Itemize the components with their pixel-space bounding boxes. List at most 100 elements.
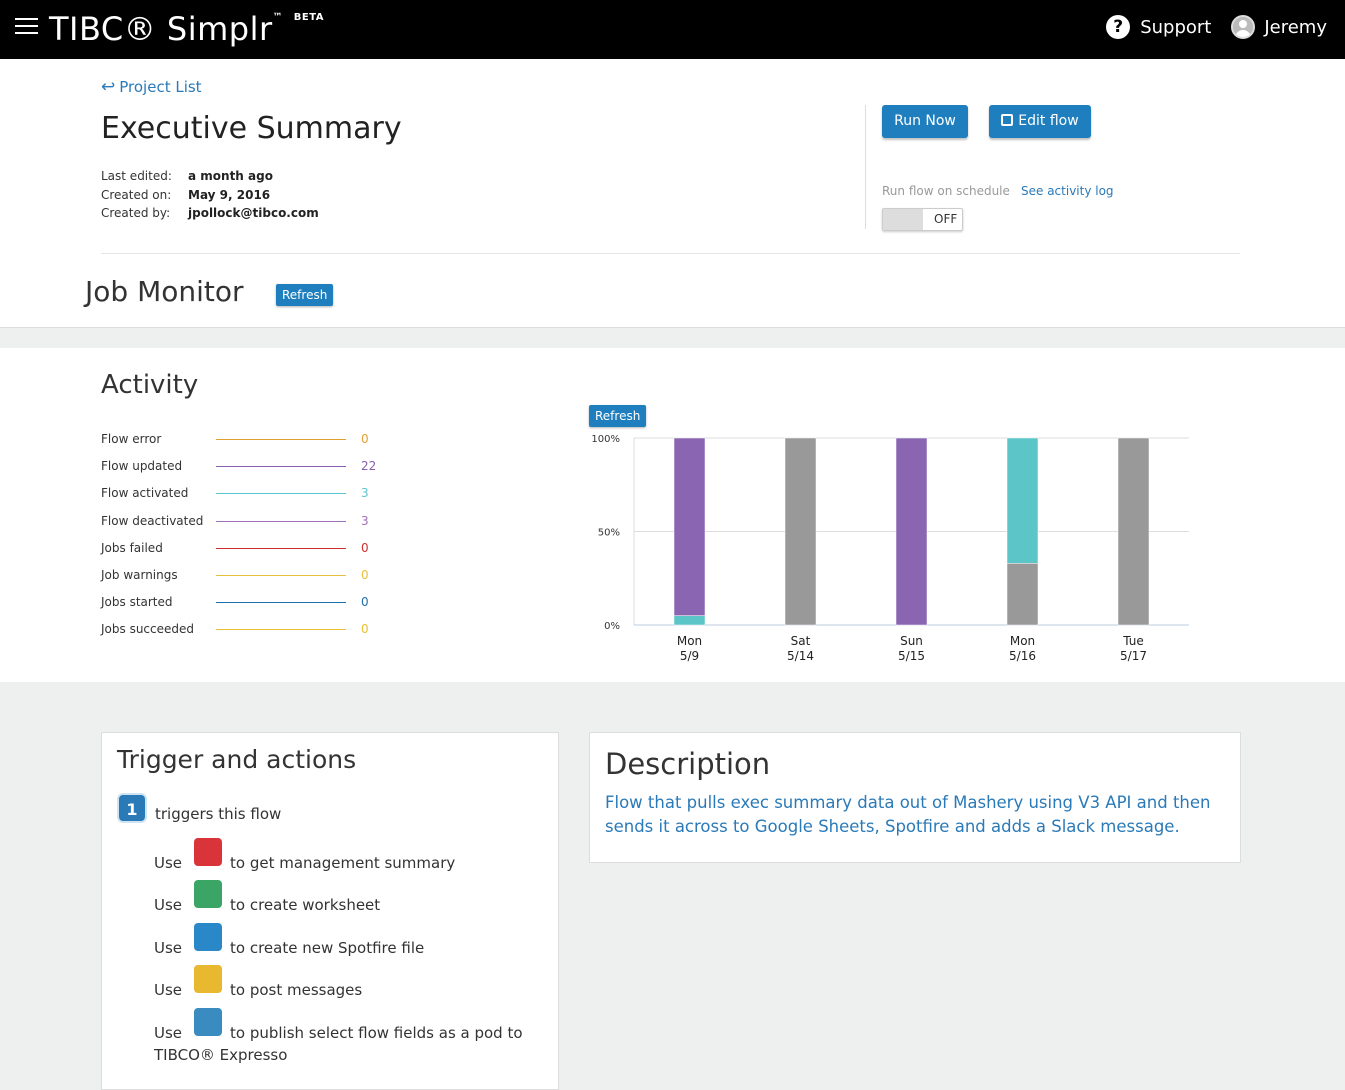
run-now-button[interactable]: Run Now (882, 105, 968, 138)
chart-bar-segment (673, 615, 706, 626)
menu-icon[interactable] (15, 18, 38, 36)
google-sheets-icon[interactable] (194, 880, 222, 908)
x-tick-day: Sat (791, 634, 811, 648)
legend-value: 0 (361, 540, 369, 555)
legend-value: 0 (361, 567, 369, 582)
x-tick-date: 5/17 (1120, 649, 1147, 663)
activity-chart: 0%50%100%Mon5/9Sat5/14Sun5/15Mon5/16Tue5… (591, 434, 1189, 663)
legend-line (216, 520, 346, 522)
trigger-text: triggers this flow (155, 805, 282, 823)
top-nav: ? Support Jeremy (1086, 15, 1327, 39)
trigger-row: 1 triggers this flow (117, 793, 281, 823)
legend-line (216, 602, 346, 604)
trigger-clock-icon[interactable]: 1 (117, 793, 147, 823)
job-monitor-title: Job Monitor (85, 275, 244, 308)
y-tick-label: 100% (591, 434, 620, 445)
legend-value: 22 (361, 459, 377, 474)
action-text: to create new Spotfire file (230, 939, 425, 957)
logo[interactable]: TIBC® Simplr™ BETA (49, 10, 324, 48)
top-bar: TIBC® Simplr™ BETA ? Support Jeremy (0, 0, 1345, 59)
chart-bar-segment (895, 437, 928, 626)
legend-name: Flow activated (101, 486, 189, 501)
legend-value: 3 (361, 486, 369, 501)
action-text: to post messages (230, 981, 363, 999)
legend-line (216, 547, 346, 549)
activity-log-link[interactable]: See activity log (1021, 184, 1114, 198)
y-tick-label: 50% (598, 528, 620, 539)
expresso-icon[interactable] (194, 1008, 222, 1036)
legend-name: Flow deactivated (101, 513, 204, 528)
schedule-label: Run flow on schedule (882, 184, 1010, 198)
action-text-continued: TIBCO® Expresso (154, 1046, 288, 1064)
legend-line (216, 629, 346, 631)
legend-line (216, 493, 346, 495)
meta-row: Last edited: a month ago (101, 169, 319, 188)
spotfire-icon[interactable] (194, 923, 222, 951)
meta-value: May 9, 2016 (188, 187, 271, 202)
project-list-label: Project List (119, 78, 202, 96)
meta-label: Created on: (101, 187, 172, 202)
chart-bar-segment (1006, 563, 1039, 626)
mashery-icon[interactable] (194, 838, 222, 866)
user-menu[interactable]: Jeremy (1231, 15, 1327, 39)
project-list-link[interactable]: ↩ Project List (101, 77, 202, 97)
chart-refresh-button[interactable]: Refresh (589, 405, 647, 427)
description-text: Flow that pulls exec summary data out of… (605, 793, 1211, 836)
question-circle-icon: ? (1106, 15, 1131, 39)
edit-flow-button[interactable]: Edit flow (989, 105, 1091, 138)
support-label: Support (1140, 16, 1212, 38)
meta-value: a month ago (188, 169, 273, 183)
x-tick-date: 5/15 (898, 649, 925, 663)
legend-line (216, 574, 346, 576)
vertical-divider (865, 105, 866, 229)
support-link[interactable]: ? Support (1106, 15, 1211, 39)
x-tick-date: 5/16 (1009, 649, 1036, 663)
action-use: Use (154, 896, 183, 914)
action-use: Use (154, 1024, 183, 1042)
chart-bar-segment (1006, 437, 1039, 564)
x-tick-day: Mon (1010, 634, 1035, 648)
legend-name: Jobs succeeded (101, 622, 194, 637)
meta-value: jpollock@tibco.com (188, 206, 319, 220)
legend-name: Job warnings (101, 567, 178, 582)
y-tick-label: 0% (604, 621, 620, 632)
legend-name: Flow error (101, 432, 162, 446)
project-header: ↩ Project List Executive Summary Last ed… (0, 59, 1345, 328)
chart-bar-segment (784, 437, 817, 626)
legend-value: 0 (361, 432, 369, 446)
x-tick-date: 5/14 (787, 649, 814, 663)
chart-bar-segment (1117, 437, 1150, 626)
trigger-actions-card: Trigger and actions 1 triggers this flow… (101, 732, 559, 1090)
page-title: Executive Summary (101, 111, 402, 146)
action-use: Use (154, 981, 183, 999)
job-monitor-refresh-button[interactable]: Refresh (276, 284, 334, 306)
edit-icon (1001, 114, 1014, 126)
action-text: to get management summary (230, 854, 456, 872)
x-tick-day: Sun (900, 634, 923, 648)
action-text: to publish select flow fields as a pod t… (230, 1024, 523, 1042)
horizontal-divider (101, 253, 1240, 254)
reply-arrow-icon: ↩ (101, 77, 116, 97)
schedule-toggle[interactable]: OFF (882, 208, 963, 231)
x-tick-date: 5/9 (680, 649, 699, 663)
meta-row: Created on: May 9, 2016 (101, 188, 319, 207)
activity-title: Activity (101, 370, 199, 400)
user-avatar-icon (1231, 15, 1256, 39)
description-card: Description Flow that pulls exec summary… (589, 732, 1241, 863)
trigger-card-title: Trigger and actions (117, 745, 357, 774)
meta-label: Created by: (101, 206, 171, 220)
logo-text: TIBC® Simplr (49, 10, 273, 48)
toggle-state: OFF (934, 212, 958, 226)
user-name: Jeremy (1264, 16, 1327, 38)
slack-icon[interactable] (194, 965, 222, 993)
legend-name: Jobs failed (101, 540, 163, 555)
toggle-knob (883, 209, 923, 230)
action-use: Use (154, 939, 183, 957)
legend-line (216, 466, 346, 468)
legend-value: 3 (361, 513, 369, 528)
legend-value: 0 (361, 622, 369, 637)
legend-name: Flow updated (101, 459, 183, 474)
x-tick-day: Tue (1122, 634, 1144, 648)
meta-row: Created by: jpollock@tibco.com (101, 206, 319, 225)
chart-bar-segment (673, 437, 706, 616)
